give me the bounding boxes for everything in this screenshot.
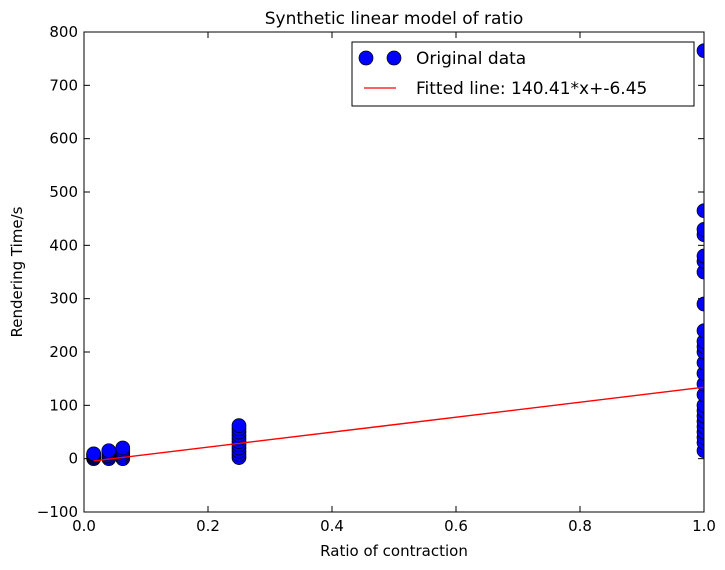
x-tick-label: 0.6 <box>444 517 468 535</box>
y-axis-label: Rendering Time/s <box>8 206 26 337</box>
y-tick-label: 200 <box>49 343 78 361</box>
y-tick-label: 800 <box>49 23 78 41</box>
legend-marker-original-data <box>386 50 402 66</box>
y-tick-label: 400 <box>49 236 78 254</box>
data-point <box>696 203 704 219</box>
data-point <box>115 440 131 456</box>
chart-title: Synthetic linear model of ratio <box>265 9 523 29</box>
x-tick-label: 0.8 <box>568 517 592 535</box>
data-point <box>696 365 704 381</box>
legend-label-fitted-line: Fitted line: 140.41*x+-6.45 <box>416 79 647 99</box>
data-point <box>696 248 704 264</box>
y-tick-label: 0 <box>68 450 78 468</box>
x-axis-label: Ratio of contraction <box>320 542 468 560</box>
data-point <box>696 397 704 413</box>
data-point <box>696 221 704 237</box>
data-point <box>101 443 117 459</box>
axis-ticks: 0.0 0.2 0.4 0.6 0.8 1.0 −100 0 100 200 300 400 500 60… <box>37 23 716 535</box>
y-tick-label: −100 <box>37 503 78 521</box>
data-point <box>696 355 704 371</box>
x-tick-label: 0.0 <box>72 517 96 535</box>
legend-label-original-data: Original data <box>416 49 526 69</box>
data-point <box>86 446 102 462</box>
y-tick-label: 300 <box>49 290 78 308</box>
y-tick-label: 100 <box>49 396 78 414</box>
y-tick-label: 500 <box>49 183 78 201</box>
data-point <box>696 43 704 59</box>
data-point <box>231 418 247 433</box>
x-tick-label: 1.0 <box>692 517 716 535</box>
fitted-line <box>93 386 705 462</box>
plot-area <box>86 43 705 467</box>
data-point <box>696 296 704 312</box>
data-point <box>696 264 704 280</box>
data-point <box>696 333 704 349</box>
y-tick-label: 600 <box>49 130 78 148</box>
y-tick-label: 700 <box>49 76 78 94</box>
legend-box <box>351 41 695 107</box>
x-tick-label: 0.2 <box>196 517 220 535</box>
x-tick-label: 0.4 <box>320 517 344 535</box>
data-point <box>696 387 704 403</box>
legend-marker-original-data <box>358 50 374 66</box>
legend: Original data Fitted line: 140.41*x+-6.4… <box>351 41 695 107</box>
plot-frame <box>83 31 705 513</box>
data-point <box>696 323 704 339</box>
